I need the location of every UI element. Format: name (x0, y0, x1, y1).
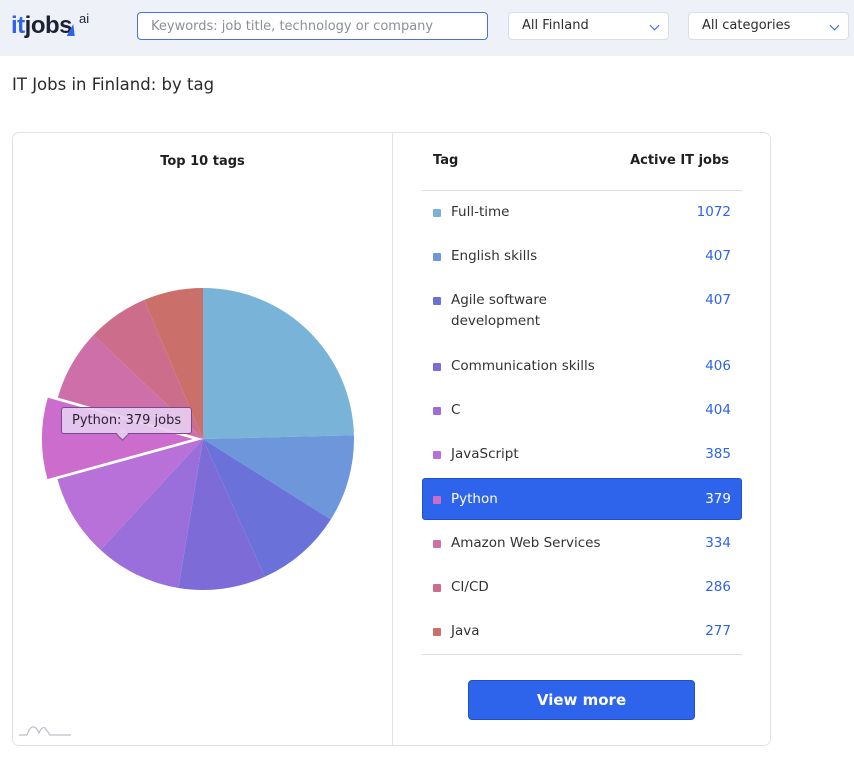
pie-slice[interactable] (203, 288, 354, 439)
legend-swatch (433, 297, 441, 305)
table-bottom-divider (422, 654, 742, 655)
tag-name: Full-time (451, 204, 510, 220)
chart-watermark-icon (19, 726, 71, 736)
tag-name: Python (451, 491, 498, 507)
region-select-value: All Finland (522, 18, 589, 33)
tag-row[interactable]: JavaScript 385 (422, 444, 742, 466)
itjobs-logo[interactable]: it jobs ai (11, 10, 89, 44)
tag-row[interactable]: Communication skills 406 (422, 356, 742, 378)
legend-swatch (433, 496, 441, 504)
pie-slice[interactable] (93, 299, 203, 439)
chart-title: Top 10 tags (160, 154, 245, 169)
legend-swatch (433, 628, 441, 636)
legend-swatch (433, 451, 441, 459)
legend-swatch (433, 209, 441, 217)
column-header-active-jobs: Active IT jobs (630, 153, 729, 168)
tag-row[interactable]: Full-time 1072 (422, 202, 742, 224)
pie-slice[interactable] (203, 435, 354, 520)
column-header-tag: Tag (433, 153, 459, 168)
tag-job-count[interactable]: 286 (705, 579, 731, 595)
tag-job-count[interactable]: 406 (705, 358, 731, 374)
pie-slice[interactable] (57, 439, 204, 550)
tag-row[interactable]: English skills 407 (422, 246, 742, 268)
card-divider (392, 133, 393, 745)
tag-name: Java (451, 623, 480, 639)
tag-name: C (451, 402, 461, 418)
tag-row[interactable]: Amazon Web Services 334 (422, 533, 742, 555)
tag-job-count[interactable]: 407 (705, 248, 731, 264)
view-more-button[interactable]: View more (468, 680, 695, 720)
tag-name: English skills (451, 248, 538, 264)
pie-slice[interactable] (144, 288, 203, 439)
tag-name: Amazon Web Services (451, 535, 601, 551)
pie-chart[interactable] (13, 133, 392, 745)
logo-jobs-text: jobs (24, 12, 73, 39)
tag-name: JavaScript (451, 446, 519, 462)
tag-row[interactable]: Java 277 (422, 621, 742, 643)
logo-ai-text: ai (79, 11, 90, 26)
category-select[interactable]: All categories (688, 12, 849, 40)
pie-slice[interactable] (203, 439, 331, 577)
legend-swatch (433, 584, 441, 592)
tag-row[interactable]: Python 379 (422, 478, 742, 520)
chevron-down-icon (829, 20, 840, 31)
tag-name: CI/CD (451, 579, 489, 595)
legend-swatch (433, 253, 441, 261)
tag-job-count[interactable]: 404 (705, 402, 731, 418)
tag-job-count[interactable]: 379 (705, 491, 731, 507)
tags-card: Top 10 tags Python: 379 jobs Tag Active … (12, 132, 771, 746)
chevron-down-icon (649, 20, 660, 31)
region-select[interactable]: All Finland (508, 12, 669, 40)
chart-tooltip: Python: 379 jobs (61, 407, 193, 434)
tag-name: Agile software development (451, 292, 547, 329)
tag-name: Communication skills (451, 358, 595, 374)
legend-swatch (433, 540, 441, 548)
tag-row[interactable]: Agile software development 407 (422, 290, 742, 334)
tag-row[interactable]: C 404 (422, 400, 742, 422)
category-select-value: All categories (702, 18, 791, 33)
tag-job-count[interactable]: 334 (705, 535, 731, 551)
tag-job-count[interactable]: 385 (705, 446, 731, 462)
legend-swatch (433, 407, 441, 415)
page-title: IT Jobs in Finland: by tag (12, 75, 215, 94)
logo-mark-icon (66, 24, 78, 36)
tag-row[interactable]: CI/CD 286 (422, 577, 742, 599)
search-input[interactable] (137, 12, 488, 40)
pie-slice[interactable] (100, 439, 203, 588)
table-top-divider (422, 190, 742, 191)
legend-swatch (433, 363, 441, 371)
tag-job-count[interactable]: 1072 (696, 204, 731, 220)
pie-slice[interactable] (178, 439, 265, 590)
logo-it-text: it (11, 12, 25, 39)
tag-job-count[interactable]: 277 (705, 623, 731, 639)
tag-job-count[interactable]: 407 (705, 292, 731, 308)
